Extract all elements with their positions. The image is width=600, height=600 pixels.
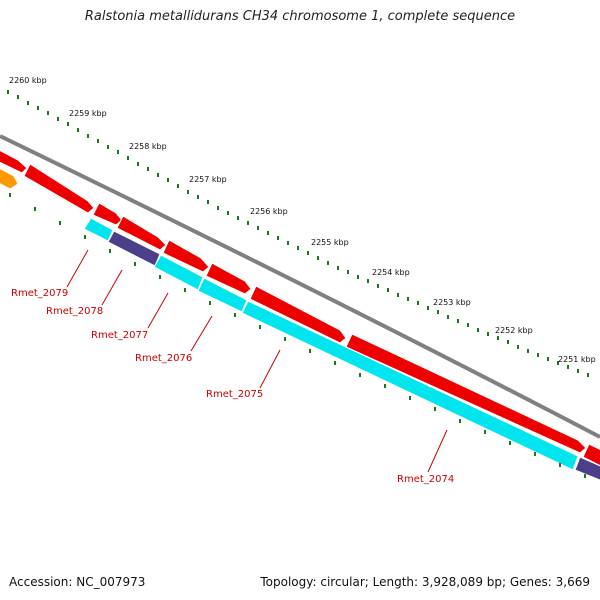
cds-arrow[interactable] <box>92 202 123 226</box>
cds-arrow[interactable] <box>0 148 28 174</box>
cds-arrow[interactable] <box>0 166 19 190</box>
cds-arrow[interactable] <box>205 262 252 295</box>
cds-arrow[interactable] <box>241 300 579 471</box>
kbp-label: 2254 kbp <box>372 268 410 277</box>
kbp-label: 2260 kbp <box>9 76 47 85</box>
topology-summary: Topology: circular; Length: 3,928,089 bp… <box>260 575 590 589</box>
cds-arrow[interactable] <box>345 333 587 454</box>
gene-label[interactable]: Rmet_2074 <box>397 474 454 485</box>
kbp-label: 2256 kbp <box>250 207 288 216</box>
kbp-label: 2257 kbp <box>189 175 227 184</box>
reverse-strand <box>83 217 600 482</box>
kbp-label: 2251 kbp <box>558 355 596 364</box>
gene-label[interactable]: Rmet_2076 <box>135 353 192 364</box>
kbp-label: 2259 kbp <box>69 109 107 118</box>
kbp-ruler <box>7 90 589 377</box>
map-title: Ralstonia metallidurans CH34 chromosome … <box>84 9 516 24</box>
forward-strand <box>0 148 600 467</box>
cds-arrow[interactable] <box>23 163 95 214</box>
accession-text: Accession: NC_007973 <box>9 575 146 589</box>
cds-arrow[interactable] <box>249 285 347 344</box>
gene-label[interactable]: Rmet_2078 <box>46 306 103 317</box>
inner-ruler <box>9 193 586 478</box>
cds-arrow[interactable] <box>574 456 600 482</box>
kbp-label: 2258 kbp <box>129 142 167 151</box>
gene-label[interactable]: Rmet_2079 <box>11 288 68 299</box>
gene-label[interactable]: Rmet_2075 <box>206 389 263 400</box>
label-leaders <box>66 249 448 473</box>
cds-arrow[interactable] <box>116 215 167 251</box>
chromosome-backbone <box>0 134 600 439</box>
cds-arrow[interactable] <box>162 239 210 273</box>
kbp-label: 2252 kbp <box>495 326 533 335</box>
gene-label[interactable]: Rmet_2077 <box>91 330 148 341</box>
kbp-label: 2253 kbp <box>433 298 471 307</box>
kbp-label: 2255 kbp <box>311 238 349 247</box>
